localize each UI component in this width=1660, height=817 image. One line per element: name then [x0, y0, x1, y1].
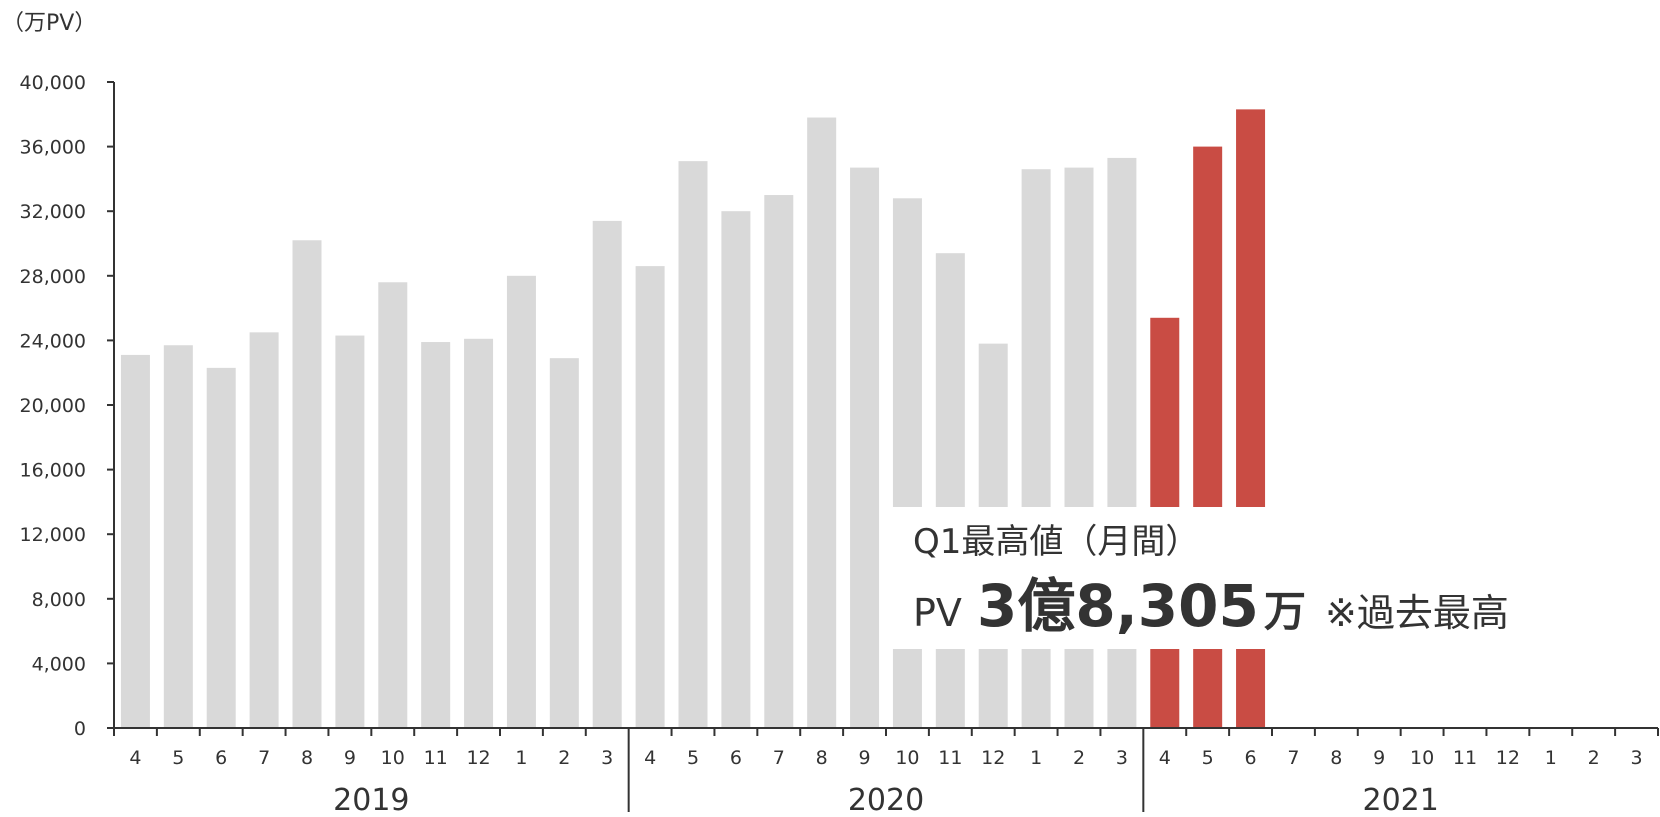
x-tick-label: 5	[172, 747, 184, 769]
x-tick-label: 8	[816, 747, 828, 769]
x-tick-label: 11	[1453, 747, 1477, 769]
bar	[378, 282, 408, 728]
year-label: 2019	[333, 783, 409, 817]
x-tick-label: 9	[344, 747, 356, 769]
bar	[635, 266, 665, 728]
x-tick-label: 2	[1073, 747, 1085, 769]
annotation-pv-label: PV	[913, 591, 962, 635]
x-tick-label: 3	[601, 747, 613, 769]
bar	[506, 275, 536, 728]
x-tick-label: 4	[1159, 747, 1171, 769]
y-tick-label: 0	[74, 718, 86, 740]
x-tick-label: 2	[558, 747, 570, 769]
x-tick-label: 5	[1202, 747, 1214, 769]
bar	[464, 338, 494, 728]
x-tick-label: 10	[381, 747, 405, 769]
y-tick-label: 16,000	[20, 460, 86, 482]
x-axis-ticks: 4 5 6 7 8 9 10 11 12 1 2 3 4 5 6 7 8 9 10 11 12 1 2 3 4 5 6 7 8 9 10 11…	[113, 728, 1659, 812]
x-tick-label: 7	[258, 747, 270, 769]
year-label: 2020	[848, 783, 924, 817]
x-tick-label: 8	[1330, 747, 1342, 769]
bar	[120, 354, 150, 728]
year-label: 2021	[1362, 783, 1438, 817]
bar	[850, 167, 880, 729]
bar	[935, 253, 965, 728]
x-tick-label: 9	[1373, 747, 1385, 769]
y-tick-label: 20,000	[20, 395, 86, 417]
annotation-background	[880, 507, 1540, 649]
x-tick-label: 7	[773, 747, 785, 769]
bar	[163, 345, 193, 728]
annotation-value-line: PV 3億8,305 万 ※過去最高	[913, 572, 1509, 640]
x-tick-label: 1	[515, 747, 527, 769]
y-tick-label: 28,000	[20, 266, 86, 288]
x-tick-label: 9	[859, 747, 871, 769]
y-axis-unit-label: （万PV）	[2, 11, 96, 36]
y-tick-label: 40,000	[20, 72, 86, 94]
x-tick-label: 4	[644, 747, 656, 769]
year-labels: 2019 2020 2021	[333, 783, 1439, 817]
x-tick-label: 10	[895, 747, 919, 769]
annotation-note: ※過去最高	[1325, 591, 1509, 635]
annotation-title: Q1最高値（月間）	[913, 522, 1199, 562]
x-tick-label: 2	[1588, 747, 1600, 769]
y-tick-label: 12,000	[20, 524, 86, 546]
bar	[249, 332, 279, 728]
bar	[549, 358, 579, 728]
x-tick-label: 12	[1496, 747, 1520, 769]
bar	[592, 220, 622, 728]
y-tick-label: 24,000	[20, 330, 86, 352]
bar	[206, 367, 236, 728]
x-tick-label: 7	[1287, 747, 1299, 769]
y-tick-label: 8,000	[32, 589, 86, 611]
x-tick-label: 11	[424, 747, 448, 769]
bar	[764, 195, 794, 729]
x-tick-label: 12	[466, 747, 490, 769]
x-tick-label: 6	[1245, 747, 1257, 769]
x-tick-label: 6	[730, 747, 742, 769]
x-tick-label: 3	[1631, 747, 1643, 769]
y-tick-label: 4,000	[32, 653, 86, 675]
bar	[678, 161, 708, 728]
x-tick-label: 6	[215, 747, 227, 769]
x-tick-label: 8	[301, 747, 313, 769]
x-tick-label: 12	[981, 747, 1005, 769]
x-tick-label: 1	[1030, 747, 1042, 769]
x-tick-label: 11	[938, 747, 962, 769]
annotation-value: 3億8,305	[977, 572, 1259, 640]
x-tick-label: 3	[1116, 747, 1128, 769]
bar	[807, 117, 837, 728]
bar	[421, 342, 451, 728]
x-tick-label: 4	[129, 747, 141, 769]
bar	[335, 335, 365, 728]
x-tick-label: 5	[687, 747, 699, 769]
y-tick-label: 36,000	[20, 137, 86, 159]
x-tick-label: 10	[1410, 747, 1434, 769]
y-tick-label: 32,000	[20, 201, 86, 223]
bar	[721, 211, 751, 728]
bar	[292, 240, 322, 728]
x-tick-label: 1	[1545, 747, 1557, 769]
annotation-unit: 万	[1264, 587, 1306, 636]
y-axis-ticks: 0 4,000 8,000 12,000 16,000 20,000 24,000 28,00…	[20, 72, 114, 740]
